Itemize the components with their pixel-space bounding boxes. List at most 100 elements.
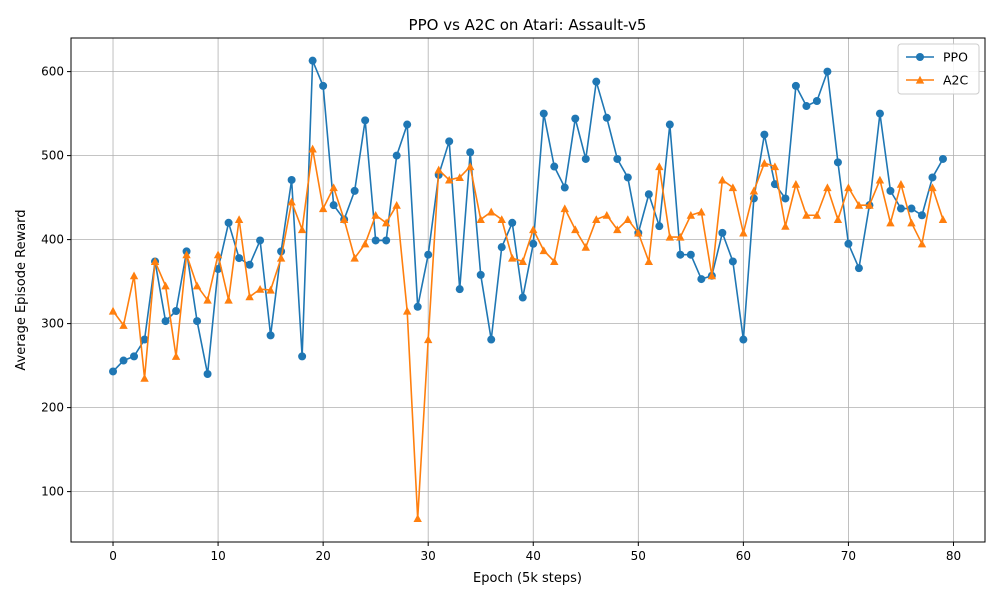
a2c-point [655,162,664,171]
ppo-point [791,81,800,90]
ppo-point [907,204,916,213]
a2c-point [245,292,254,301]
a2c-point [886,218,895,227]
a2c-point [749,186,759,195]
ppo-point [382,236,391,245]
a2c-point [508,253,517,262]
a2c-point [865,200,874,209]
ppo-point [928,173,937,182]
ppo-point [287,175,296,184]
ppo-point [896,204,905,213]
grid [71,38,985,542]
a2c-point [150,257,160,266]
a2c-point [917,239,927,248]
a2c-point [686,211,696,219]
x-tick-label: 10 [210,549,225,563]
a2c-point [875,175,885,184]
plot-frame [70,37,986,543]
ppo-point [833,158,842,167]
ppo-point [550,162,559,171]
a2c-point [739,228,748,237]
a2c-point [487,207,496,216]
ppo-point [560,183,569,192]
ppo-point [644,190,653,199]
a2c-point [224,295,233,304]
a2c-point [339,215,349,224]
ppo-point [676,250,685,259]
ppo-point [245,260,254,269]
ppo-point [361,116,370,125]
legend-label-a2c: A2C [943,73,969,88]
a2c-point [161,281,170,290]
ppo-point [161,317,170,326]
a2c-point [697,207,706,216]
y-tick-label: 600 [41,65,64,79]
a2c-point [718,175,727,184]
series-a2c [108,144,948,523]
y-tick-label: 100 [41,485,64,499]
ppo-point [592,77,601,86]
a2c-point [413,514,422,523]
a2c-point [938,215,948,224]
x-tick-label: 30 [421,549,436,563]
y-tick-label: 200 [41,401,64,415]
ppo-point [140,335,149,344]
ppo-point [823,67,832,76]
a2c-point [781,221,790,230]
ppo-point [812,97,821,105]
a2c-point [434,165,443,174]
a2c-point [844,183,853,192]
legend-marker-ppo [916,53,924,61]
chart-title: PPO vs A2C on Atari: Assault-v5 [409,16,647,34]
a2c-point [466,162,475,171]
x-tick-label: 80 [946,549,961,563]
ppo-point [508,218,517,227]
a2c-point [192,281,202,290]
a2c-point [455,173,464,182]
ppo-point [938,154,947,163]
a2c-point [171,352,181,360]
a2c-point [760,158,769,167]
ppo-point [623,173,632,182]
ppo-point [886,186,895,195]
ppo-point [298,352,307,361]
y-tick-label: 500 [41,149,64,163]
a2c-point [791,179,801,188]
a2c-point [581,242,590,251]
a2c-point [634,228,643,237]
ppo-point [350,186,359,195]
a2c-line [112,148,944,520]
a2c-point [602,211,611,219]
ppo-point [119,356,128,365]
x-tick-label: 40 [526,549,541,563]
x-tick-label: 70 [841,549,856,563]
a2c-point [928,183,937,192]
a2c-point [287,197,296,206]
legend-label-ppo: PPO [943,50,968,65]
ppo-point [193,317,202,326]
y-axis-label: Average Episode Reward [14,209,29,370]
ppo-point [571,114,580,123]
ppo-point [602,113,611,122]
a2c-point [392,200,401,209]
a2c-point [823,183,832,192]
ppo-point [371,236,380,245]
ppo-point [109,367,118,376]
x-tick-label: 60 [736,549,751,563]
ppo-point [518,293,527,302]
a2c-point [529,225,538,234]
ppo-point [854,264,863,273]
a2c-point [423,335,433,344]
ppo-point [781,194,790,203]
ppo-point [466,148,475,157]
ppo-point [529,239,538,248]
ppo-point [739,335,748,344]
ppo-point [665,120,674,129]
a2c-point [907,218,916,227]
ppo-point [392,151,401,160]
ppo-point [802,102,811,111]
ppo-point [539,109,548,118]
series-layer [108,56,948,523]
